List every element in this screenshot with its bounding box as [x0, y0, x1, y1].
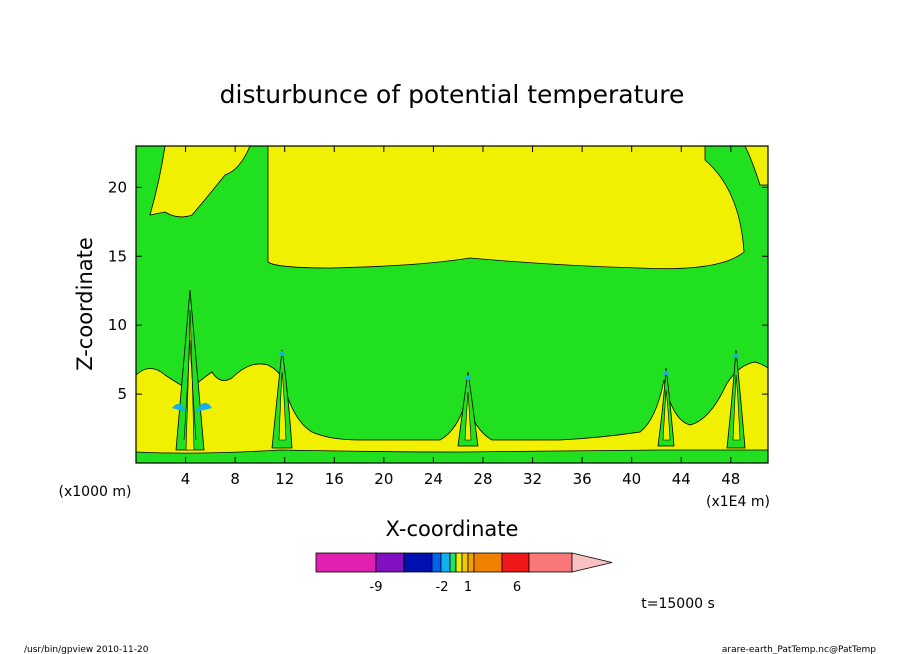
- x-tick-label: 20: [374, 470, 393, 488]
- x-tick-label: 36: [573, 470, 592, 488]
- y-axis: 5 10 15 20: [108, 178, 768, 403]
- colorbar-segment: [461, 552, 469, 573]
- chart-title: disturbunce of potential temperature: [220, 80, 685, 109]
- colorbar-segment: [449, 552, 457, 573]
- y-tick-label: 20: [108, 178, 127, 196]
- x-axis: 4 8 12 16 20 24 28 32 36 40 44 48: [181, 146, 740, 488]
- x-tick-label: 40: [622, 470, 641, 488]
- y-tick-label: 10: [108, 316, 127, 334]
- plume-x12: [271, 349, 293, 449]
- upper-positive-region: [267, 146, 745, 270]
- y-tick-label: 15: [108, 247, 127, 265]
- colorbar: [315, 552, 613, 573]
- x-tick-label: 48: [721, 470, 740, 488]
- plume-x27: [457, 371, 479, 447]
- x-unit-right: (x1E4 m): [706, 494, 770, 510]
- footer-right: arare-earth_PatTemp.nc@PatTemp: [722, 645, 876, 654]
- colorbar-segment: [467, 552, 475, 573]
- ground-band: [136, 449, 768, 463]
- x-tick-label: 24: [424, 470, 443, 488]
- upper-right-positive-region: [744, 146, 768, 186]
- colorbar-segment: [315, 552, 377, 573]
- colorbar-segment: [375, 552, 405, 573]
- footer-left: /usr/bin/gpview 2010-11-20: [24, 645, 149, 654]
- x-tick-label: 16: [325, 470, 344, 488]
- x-axis-label: X-coordinate: [386, 517, 519, 541]
- x-unit-left: (x1000 m): [59, 484, 132, 500]
- colorbar-segment: [440, 552, 451, 573]
- colorbar-segment: [528, 552, 573, 573]
- colorbar-label: -9: [370, 580, 383, 595]
- colorbar-label: 6: [513, 580, 521, 595]
- colorbar-segment: [473, 552, 503, 573]
- x-tick-label: 44: [672, 470, 691, 488]
- time-label: t=15000 s: [641, 596, 715, 612]
- colorbar-segment: [455, 552, 463, 573]
- plume-x48: [726, 349, 746, 449]
- x-tick-label: 32: [523, 470, 542, 488]
- x-tick-label: 4: [181, 470, 191, 488]
- plot-area: [136, 146, 768, 463]
- colorbar-segment: [403, 552, 433, 573]
- x-tick-label: 28: [473, 470, 492, 488]
- colorbar-label: -2: [436, 580, 449, 595]
- plume-x43: [657, 367, 675, 447]
- x-tick-label: 12: [275, 470, 294, 488]
- colorbar-labels: -9 -2 1 6: [370, 580, 522, 595]
- x-tick-label: 8: [230, 470, 240, 488]
- lower-positive-region: [136, 361, 768, 463]
- plot-frame: [135, 145, 769, 464]
- upper-left-positive-region: [149, 146, 251, 218]
- colorbar-segment: [501, 552, 530, 573]
- colorbar-label: 1: [464, 580, 472, 595]
- y-tick-label: 5: [117, 385, 127, 403]
- y-axis-label: Z-coordinate: [73, 237, 97, 371]
- colorbar-segment: [431, 552, 442, 573]
- colorbar-arrow: [571, 552, 613, 573]
- plume-x4: [172, 289, 212, 451]
